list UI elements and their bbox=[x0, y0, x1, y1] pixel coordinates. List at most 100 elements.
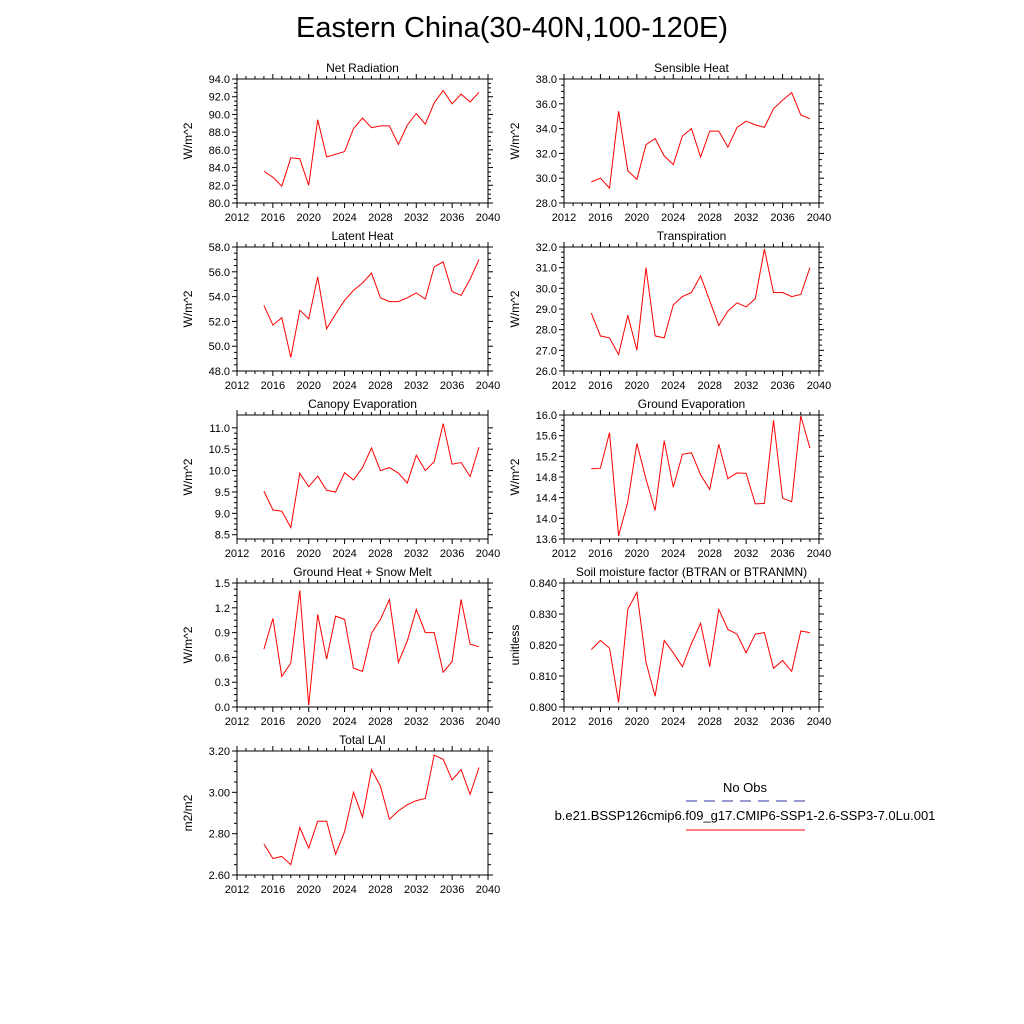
x-tick-label: 2040 bbox=[807, 548, 831, 560]
y-axis-label: W/m^2 bbox=[508, 458, 522, 495]
y-tick-label: 3.20 bbox=[209, 746, 230, 758]
y-tick-label: 0.800 bbox=[529, 702, 557, 714]
y-axis-label: W/m^2 bbox=[508, 122, 522, 159]
x-tick-label: 2024 bbox=[661, 548, 685, 560]
series-line bbox=[590, 590, 810, 703]
series-line bbox=[263, 89, 480, 188]
x-tick-label: 2012 bbox=[225, 884, 249, 896]
y-tick-label: 0.810 bbox=[529, 671, 557, 683]
x-tick-label: 2016 bbox=[261, 212, 285, 224]
y-axis-label: W/m^2 bbox=[181, 626, 195, 663]
y-tick-label: 0.830 bbox=[529, 609, 557, 621]
y-tick-label: 0.3 bbox=[215, 677, 230, 689]
x-tick-label: 2016 bbox=[588, 548, 612, 560]
y-tick-label: 1.2 bbox=[215, 603, 230, 615]
y-tick-label: 84.0 bbox=[209, 163, 230, 175]
x-tick-label: 2036 bbox=[440, 884, 464, 896]
y-tick-label: 0.6 bbox=[215, 652, 230, 664]
y-tick-label: 54.0 bbox=[209, 292, 230, 304]
x-tick-label: 2016 bbox=[588, 212, 612, 224]
x-tick-label: 2012 bbox=[552, 548, 576, 560]
y-tick-label: 26.0 bbox=[536, 366, 557, 378]
x-tick-label: 2040 bbox=[476, 548, 500, 560]
x-tick-label: 2028 bbox=[368, 548, 392, 560]
legend-label-model-run: b.e21.BSSP126cmip6.f09_g17.CMIP6-SSP1-2.… bbox=[555, 808, 936, 823]
y-tick-label: 14.0 bbox=[536, 513, 557, 525]
y-tick-label: 3.00 bbox=[209, 787, 230, 799]
panel-title: Net Radiation bbox=[326, 61, 399, 75]
x-tick-label: 2016 bbox=[588, 380, 612, 392]
panel-3: 2012 2016 2020 2024 2028 2032 2036 2040 48.0 50.0… bbox=[181, 229, 500, 392]
y-tick-label: 52.0 bbox=[209, 316, 230, 328]
x-tick-label: 2020 bbox=[625, 548, 649, 560]
x-tick-label: 2032 bbox=[404, 884, 428, 896]
y-tick-label: 31.0 bbox=[536, 263, 557, 275]
y-tick-label: 2.80 bbox=[209, 829, 230, 841]
x-tick-label: 2028 bbox=[368, 716, 392, 728]
y-axis-label: W/m^2 bbox=[508, 290, 522, 327]
x-tick-label: 2036 bbox=[770, 212, 794, 224]
plot-frame bbox=[563, 78, 820, 204]
y-tick-label: 94.0 bbox=[209, 74, 230, 86]
y-tick-label: 82.0 bbox=[209, 180, 230, 192]
panel-7: 2012 2016 2020 2024 2028 2032 2036 2040 0.0 0.3 0.… bbox=[181, 565, 500, 728]
panel-4: 2012 2016 2020 2024 2028 2032 2036 2040 26.0 27.0… bbox=[508, 229, 831, 392]
y-tick-label: 48.0 bbox=[209, 366, 230, 378]
series-line bbox=[263, 259, 480, 358]
x-tick-label: 2024 bbox=[661, 716, 685, 728]
y-tick-label: 50.0 bbox=[209, 341, 230, 353]
y-tick-label: 28.0 bbox=[536, 325, 557, 337]
y-tick-label: 2.60 bbox=[209, 870, 230, 882]
y-tick-label: 11.0 bbox=[209, 423, 230, 435]
panel-2: 2012 2016 2020 2024 2028 2032 2036 2040 28.0 30.0… bbox=[508, 61, 831, 224]
x-tick-label: 2012 bbox=[225, 380, 249, 392]
y-tick-label: 0.840 bbox=[529, 578, 557, 590]
y-tick-label: 88.0 bbox=[209, 127, 230, 139]
x-tick-label: 2012 bbox=[225, 212, 249, 224]
x-tick-label: 2032 bbox=[734, 716, 758, 728]
x-tick-label: 2020 bbox=[296, 212, 320, 224]
y-tick-label: 8.5 bbox=[215, 530, 230, 542]
x-tick-label: 2040 bbox=[476, 212, 500, 224]
panel-5: 2012 2016 2020 2024 2028 2032 2036 2040 8.5 9.0 9.… bbox=[181, 397, 500, 560]
x-tick-label: 2020 bbox=[296, 884, 320, 896]
y-tick-label: 86.0 bbox=[209, 145, 230, 157]
x-tick-label: 2040 bbox=[807, 380, 831, 392]
y-tick-label: 36.0 bbox=[536, 99, 557, 111]
y-axis-label: W/m^2 bbox=[181, 290, 195, 327]
x-tick-label: 2012 bbox=[552, 380, 576, 392]
x-tick-label: 2016 bbox=[588, 716, 612, 728]
y-tick-label: 32.0 bbox=[536, 242, 557, 254]
x-tick-label: 2012 bbox=[552, 716, 576, 728]
y-tick-label: 14.8 bbox=[536, 472, 557, 484]
x-tick-label: 2016 bbox=[261, 548, 285, 560]
series-line bbox=[263, 423, 480, 530]
y-tick-label: 13.6 bbox=[536, 534, 557, 546]
y-tick-label: 0.0 bbox=[215, 702, 230, 714]
y-tick-label: 9.5 bbox=[215, 487, 230, 499]
y-tick-label: 58.0 bbox=[209, 242, 230, 254]
legend-label-no-obs: No Obs bbox=[723, 780, 768, 795]
panel-1: 2012 2016 2020 2024 2028 2032 2036 2040 80.0 82.0… bbox=[181, 61, 500, 224]
x-tick-label: 2032 bbox=[734, 212, 758, 224]
y-tick-label: 0.820 bbox=[529, 640, 557, 652]
x-tick-label: 2036 bbox=[770, 548, 794, 560]
x-tick-label: 2016 bbox=[261, 380, 285, 392]
figure-title: Eastern China(30-40N,100-120E) bbox=[295, 12, 729, 44]
x-tick-label: 2028 bbox=[697, 212, 721, 224]
x-tick-label: 2032 bbox=[404, 716, 428, 728]
y-tick-label: 1.5 bbox=[215, 578, 230, 590]
plot-frame bbox=[236, 750, 489, 876]
y-tick-label: 28.0 bbox=[536, 198, 557, 210]
x-tick-label: 2032 bbox=[734, 548, 758, 560]
y-tick-label: 16.0 bbox=[536, 410, 557, 422]
y-tick-label: 32.0 bbox=[536, 148, 557, 160]
x-tick-label: 2040 bbox=[807, 212, 831, 224]
panel-title: Sensible Heat bbox=[654, 61, 729, 75]
x-tick-label: 2028 bbox=[368, 884, 392, 896]
y-tick-label: 30.0 bbox=[536, 173, 557, 185]
x-tick-label: 2036 bbox=[770, 716, 794, 728]
x-tick-label: 2028 bbox=[368, 380, 392, 392]
y-axis-label: m2/m2 bbox=[181, 794, 195, 831]
